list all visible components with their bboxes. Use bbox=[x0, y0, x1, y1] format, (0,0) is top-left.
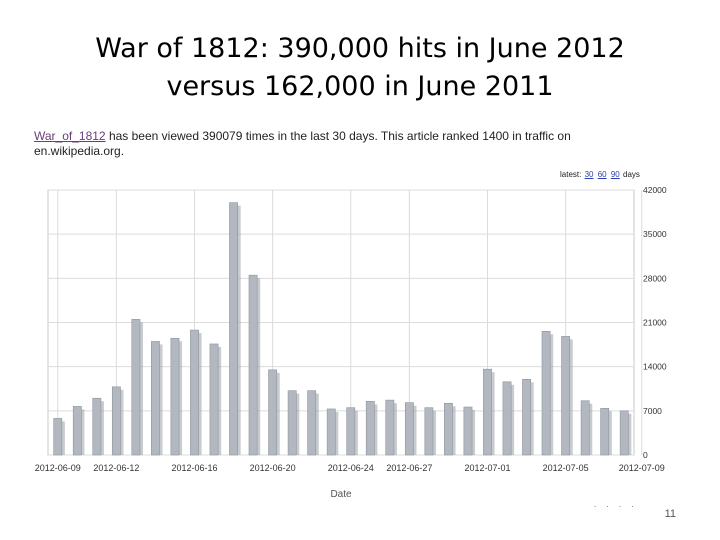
bar bbox=[92, 397, 102, 456]
view-range-90-link[interactable]: 90 bbox=[610, 170, 620, 179]
bar bbox=[190, 329, 199, 456]
slide-title: War of 1812: 390,000 hits in June 2012 v… bbox=[0, 30, 720, 106]
slide-title-line-1: War of 1812: 390,000 hits in June 2012 bbox=[95, 33, 625, 64]
x-tick-label: 2012-07-09 bbox=[619, 463, 665, 473]
y-tick-label: 14000 bbox=[643, 362, 667, 372]
x-tick-label: 2012-07-01 bbox=[464, 463, 510, 473]
page-number: 11 bbox=[664, 508, 676, 520]
bar bbox=[326, 408, 336, 456]
bar bbox=[248, 274, 258, 456]
bar bbox=[111, 386, 121, 456]
y-tick-label: 28000 bbox=[643, 273, 667, 283]
x-tick-label: 2012-06-24 bbox=[328, 463, 374, 473]
bar bbox=[463, 406, 473, 456]
bar bbox=[53, 418, 63, 456]
bar bbox=[131, 319, 141, 456]
x-tick-label: 2012-07-05 bbox=[543, 463, 589, 473]
bar bbox=[404, 402, 414, 456]
bar bbox=[365, 401, 375, 456]
view-range-prefix: latest bbox=[560, 170, 580, 179]
bar bbox=[502, 381, 512, 456]
article-link[interactable]: War_of_1812 bbox=[34, 129, 106, 143]
bar bbox=[268, 369, 278, 456]
x-tick-label: 2012-06-12 bbox=[93, 463, 139, 473]
bar bbox=[287, 390, 297, 456]
article-info: War_of_1812 has been viewed 390079 times… bbox=[34, 129, 654, 159]
bar bbox=[424, 407, 434, 456]
x-tick-label: 2012-06-09 bbox=[35, 463, 81, 473]
bar bbox=[72, 406, 82, 456]
footer-dots: . . . . bbox=[594, 500, 638, 509]
x-axis-label: Date bbox=[330, 489, 352, 500]
bar bbox=[561, 336, 571, 456]
bar bbox=[346, 407, 356, 456]
bar bbox=[385, 399, 395, 456]
x-tick-label: 2012-06-27 bbox=[386, 463, 432, 473]
article-info-text: has been viewed 390079 times in the last… bbox=[105, 129, 571, 143]
bar bbox=[444, 402, 453, 456]
bar bbox=[580, 400, 590, 456]
y-tick-label: 21000 bbox=[643, 318, 667, 328]
bar bbox=[151, 341, 160, 456]
bar bbox=[600, 408, 610, 456]
x-tick-label: 2012-06-20 bbox=[250, 463, 296, 473]
view-range-30-link[interactable]: 30 bbox=[584, 170, 594, 179]
bar bbox=[619, 410, 629, 456]
y-tick-label: 42000 bbox=[643, 185, 667, 195]
bar bbox=[170, 337, 180, 456]
view-range-suffix: days bbox=[623, 170, 640, 179]
bar bbox=[483, 368, 492, 456]
view-range-selector: latest: 30 60 90 days bbox=[560, 170, 640, 179]
bar bbox=[307, 390, 317, 456]
bar bbox=[522, 378, 531, 456]
y-tick-label: 0 bbox=[643, 450, 648, 460]
x-tick-label: 2012-06-16 bbox=[171, 463, 217, 473]
article-info-domain: en.wikipedia.org. bbox=[34, 144, 125, 158]
bar bbox=[541, 331, 551, 456]
bar bbox=[209, 343, 219, 456]
y-tick-label: 7000 bbox=[643, 406, 662, 416]
view-range-60-link[interactable]: 60 bbox=[597, 170, 607, 179]
slide-title-line-2: versus 162,000 in June 2011 bbox=[166, 71, 554, 102]
bar bbox=[229, 202, 238, 456]
y-tick-label: 35000 bbox=[643, 229, 667, 239]
